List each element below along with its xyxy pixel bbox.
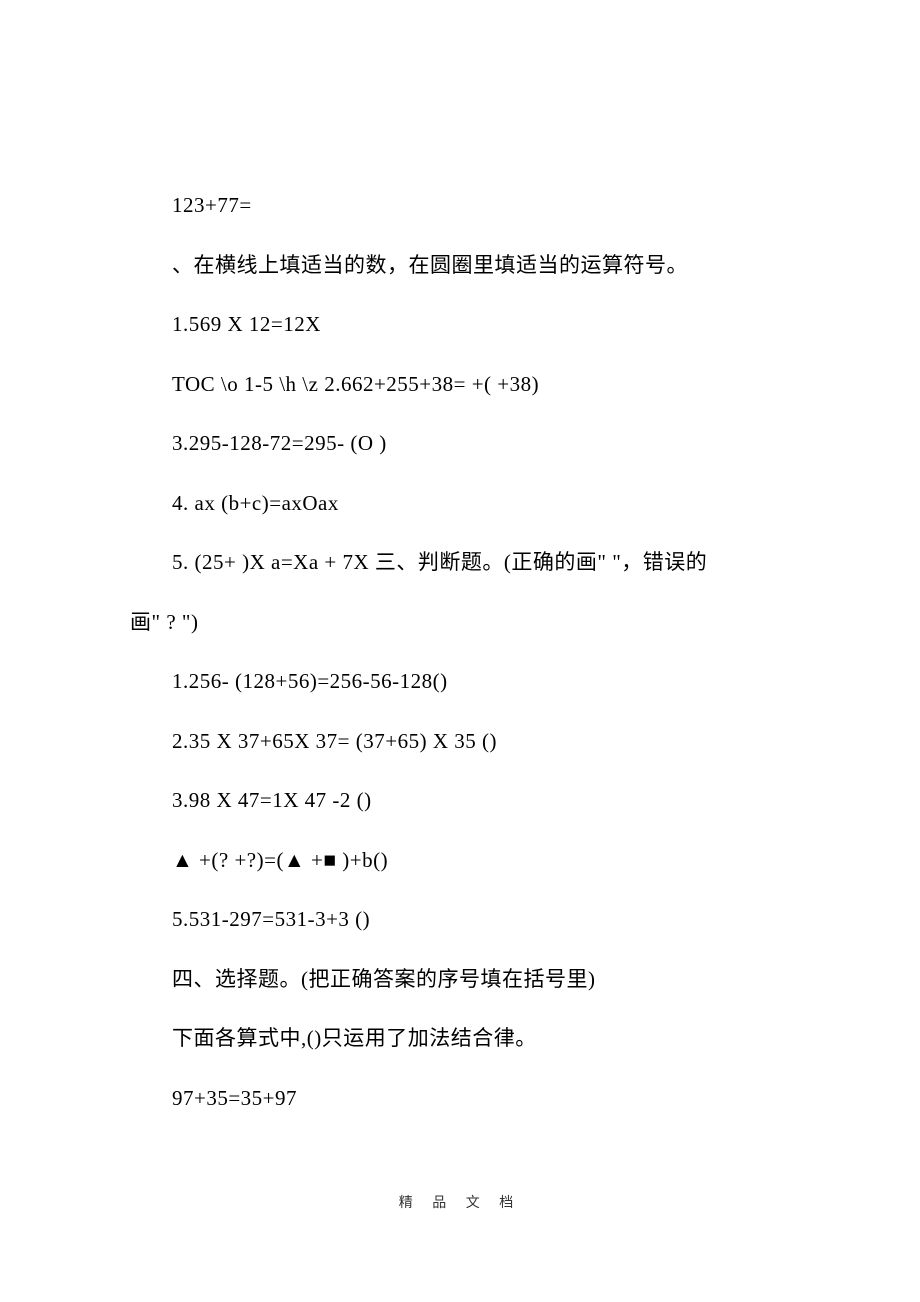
text-line: ▲ +(? +?)=(▲ +■ )+b() — [130, 845, 790, 877]
text-line: 下面各算式中,()只运用了加法结合律。 — [130, 1023, 790, 1055]
text-line: 3.295-128-72=295- (O ) — [130, 428, 790, 460]
text-line: 画" ? ") — [130, 607, 790, 639]
footer-text: 精 品 文 档 — [0, 1192, 920, 1212]
text-line: 3.98 X 47=1X 47 -2 () — [130, 785, 790, 817]
text-line: 2.35 X 37+65X 37= (37+65) X 35 () — [130, 726, 790, 758]
text-line: 1.256- (128+56)=256-56-128() — [130, 666, 790, 698]
text-line: 、在横线上填适当的数，在圆圈里填适当的运算符号。 — [130, 250, 790, 282]
text-line: TOC \o 1-5 \h \z 2.662+255+38= +( +38) — [130, 369, 790, 401]
text-line: 5. (25+ )X a=Xa + 7X 三、判断题。(正确的画" "，错误的 — [130, 547, 790, 579]
text-line: 97+35=35+97 — [130, 1083, 790, 1115]
document-content: 123+77= 、在横线上填适当的数，在圆圈里填适当的运算符号。 1.569 X… — [0, 0, 920, 1114]
text-line: 4. ax (b+c)=axOax — [130, 488, 790, 520]
text-line: 123+77= — [130, 190, 790, 222]
text-line: 四、选择题。(把正确答案的序号填在括号里) — [130, 964, 790, 996]
text-line: 1.569 X 12=12X — [130, 309, 790, 341]
text-line: 5.531-297=531-3+3 () — [130, 904, 790, 936]
